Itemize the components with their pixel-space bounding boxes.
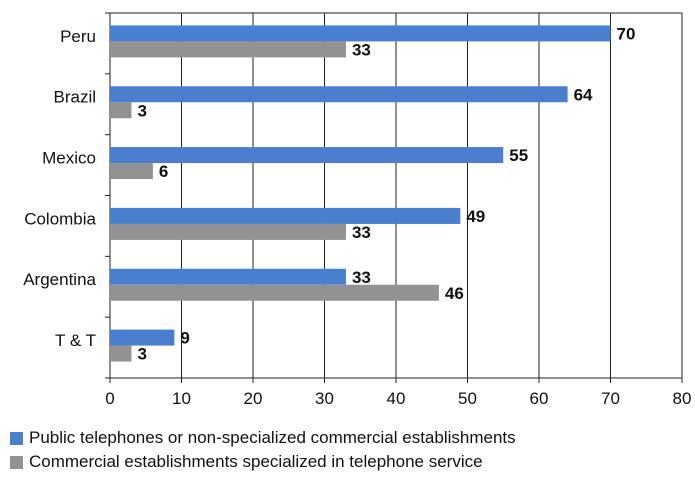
- x-tick-label: 0: [105, 389, 114, 408]
- data-label: 64: [574, 85, 593, 104]
- x-tick-label: 20: [244, 389, 263, 408]
- legend-label-public: Public telephones or non-specialized com…: [29, 428, 516, 447]
- bar-public: [110, 207, 461, 224]
- bar-specialized: [110, 223, 346, 240]
- bar-specialized: [110, 102, 132, 119]
- data-label: 9: [180, 329, 189, 348]
- data-label: 33: [352, 223, 371, 242]
- bar-specialized: [110, 345, 132, 362]
- category-label: Colombia: [24, 209, 96, 228]
- bar-specialized: [110, 41, 346, 58]
- category-label: T & T: [55, 331, 96, 350]
- bar-public: [110, 25, 611, 42]
- x-tick-label: 60: [530, 389, 549, 408]
- legend: Public telephones or non-specialized com…: [10, 426, 516, 474]
- legend-label-specialized: Commercial establishments specialized in…: [29, 452, 483, 471]
- data-label: 6: [159, 162, 168, 181]
- data-label: 55: [509, 146, 528, 165]
- x-tick-label: 50: [458, 389, 477, 408]
- category-label: Brazil: [53, 88, 96, 107]
- legend-item-specialized: Commercial establishments specialized in…: [10, 450, 516, 474]
- category-label: Argentina: [23, 270, 96, 289]
- bar-public: [110, 268, 346, 285]
- legend-item-public: Public telephones or non-specialized com…: [10, 426, 516, 450]
- bar-specialized: [110, 163, 153, 180]
- category-label: Peru: [60, 27, 96, 46]
- x-tick-label: 40: [387, 389, 406, 408]
- bar-specialized: [110, 284, 439, 301]
- data-label: 46: [445, 284, 464, 303]
- bar-public: [110, 329, 175, 346]
- bar-public: [110, 147, 504, 164]
- bar-chart: 0 10 20 30 40 50 60 70 80 Peru 70 33 Brazil 64 3 Mexico…: [23, 12, 692, 408]
- x-tick-label: 30: [315, 389, 334, 408]
- x-tick-label: 80: [673, 389, 692, 408]
- legend-swatch-public: [10, 431, 23, 445]
- data-label: 49: [466, 207, 485, 226]
- bar-public: [110, 86, 568, 103]
- category-label: Mexico: [42, 149, 96, 168]
- data-label: 3: [137, 101, 146, 120]
- data-label: 33: [352, 268, 371, 287]
- data-label: 3: [137, 345, 146, 364]
- legend-swatch-specialized: [10, 455, 23, 469]
- x-tick-label: 70: [601, 389, 620, 408]
- data-label: 70: [617, 24, 636, 43]
- x-tick-label: 10: [172, 389, 191, 408]
- data-label: 33: [352, 40, 371, 59]
